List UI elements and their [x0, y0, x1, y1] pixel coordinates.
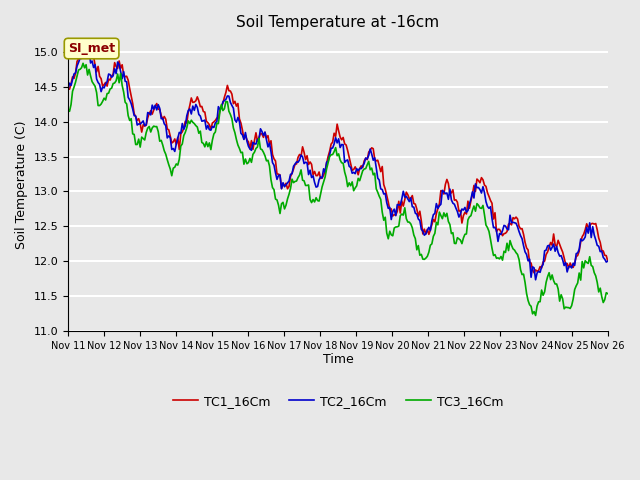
TC3_16Cm	[253, 144, 261, 150]
TC2_16Cm	[253, 136, 261, 142]
TC1_16Cm	[604, 258, 612, 264]
Line: TC3_16Cm: TC3_16Cm	[68, 63, 608, 315]
TC3_16Cm	[604, 291, 612, 297]
TC3_16Cm	[79, 60, 87, 66]
TC1_16Cm	[244, 139, 252, 145]
Title: Soil Temperature at -16cm: Soil Temperature at -16cm	[236, 15, 440, 30]
TC2_16Cm	[604, 258, 612, 264]
TC2_16Cm	[64, 86, 72, 92]
TC1_16Cm	[82, 42, 90, 48]
TC1_16Cm	[253, 139, 261, 144]
TC3_16Cm	[64, 106, 72, 112]
TC3_16Cm	[132, 142, 140, 147]
Line: TC2_16Cm: TC2_16Cm	[68, 48, 608, 280]
TC2_16Cm	[532, 277, 540, 283]
TC3_16Cm	[532, 312, 540, 318]
TC2_16Cm	[82, 46, 90, 51]
TC2_16Cm	[244, 144, 252, 149]
TC1_16Cm	[227, 88, 234, 94]
TC1_16Cm	[64, 86, 72, 92]
TC2_16Cm	[132, 113, 140, 119]
TC1_16Cm	[132, 114, 140, 120]
TC3_16Cm	[244, 160, 252, 166]
TC2_16Cm	[227, 99, 234, 105]
X-axis label: Time: Time	[323, 353, 353, 366]
TC1_16Cm	[531, 270, 538, 276]
TC2_16Cm	[577, 236, 584, 242]
Line: TC1_16Cm: TC1_16Cm	[68, 45, 608, 273]
TC2_16Cm	[301, 159, 309, 165]
TC3_16Cm	[577, 277, 584, 283]
TC3_16Cm	[301, 182, 309, 188]
Legend: TC1_16Cm, TC2_16Cm, TC3_16Cm: TC1_16Cm, TC2_16Cm, TC3_16Cm	[168, 390, 508, 413]
TC1_16Cm	[577, 239, 584, 245]
TC3_16Cm	[227, 111, 234, 117]
TC1_16Cm	[301, 157, 309, 163]
Text: SI_met: SI_met	[68, 42, 115, 55]
Y-axis label: Soil Temperature (C): Soil Temperature (C)	[15, 120, 28, 249]
